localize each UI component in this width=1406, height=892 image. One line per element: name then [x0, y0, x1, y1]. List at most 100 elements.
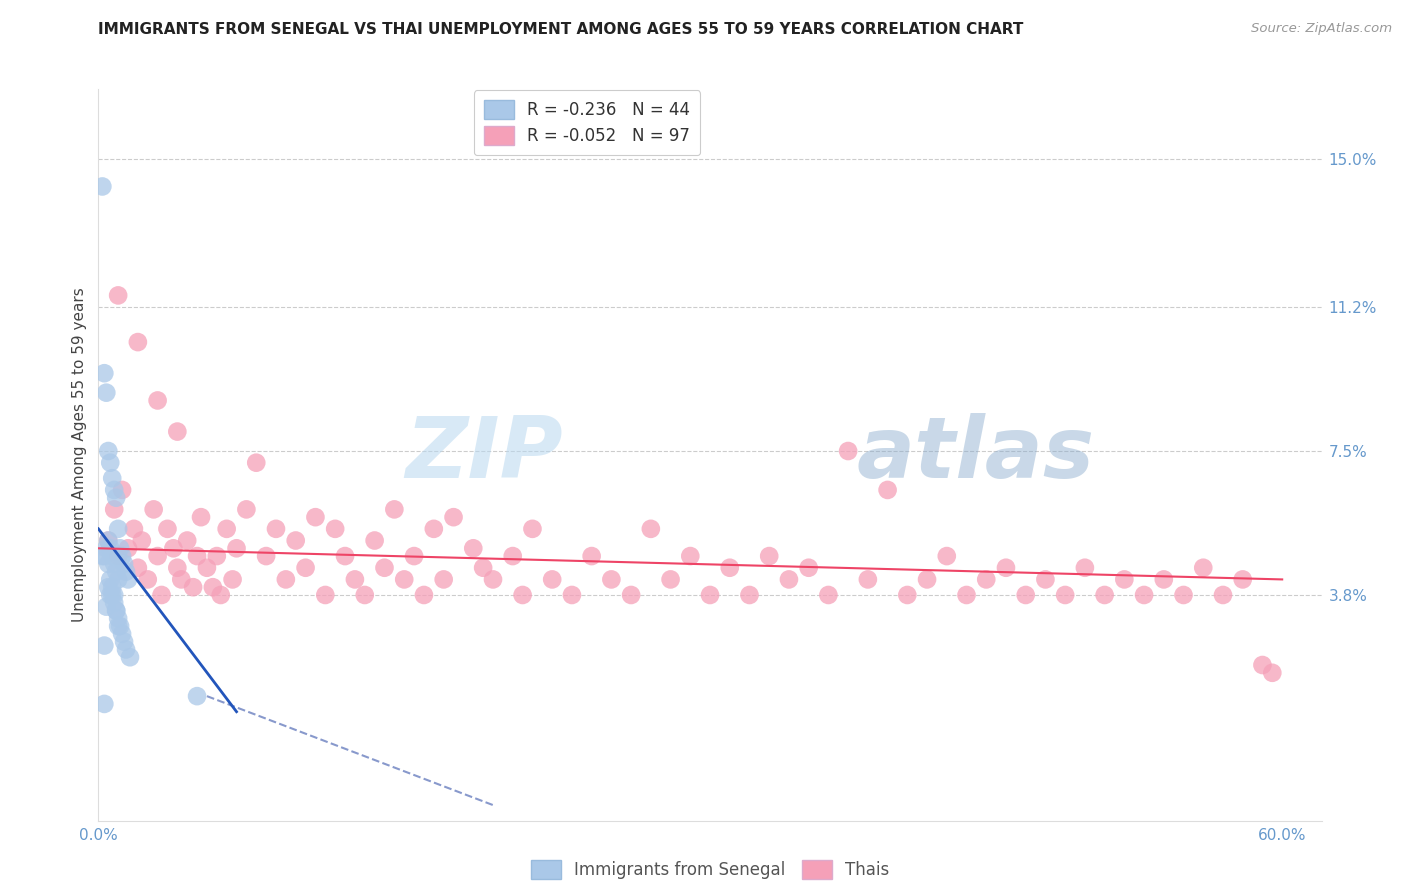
Point: [738, 588, 761, 602]
Point: [105, 565, 128, 579]
Point: [131, 533, 153, 548]
Point: [190, 510, 212, 524]
Point: [797, 560, 820, 574]
Text: ZIP: ZIP: [405, 413, 564, 497]
Point: [353, 588, 375, 602]
Point: [221, 573, 243, 587]
Point: [935, 549, 957, 563]
Point: [93, 639, 115, 653]
Point: [103, 557, 125, 571]
Point: [955, 588, 977, 602]
Point: [1015, 588, 1038, 602]
Point: [1153, 573, 1175, 587]
Point: [156, 522, 179, 536]
Point: [225, 541, 247, 556]
Point: [1261, 665, 1284, 680]
Point: [107, 522, 129, 536]
Point: [209, 588, 232, 602]
Point: [101, 549, 124, 563]
Point: [600, 573, 623, 587]
Point: [1232, 573, 1254, 587]
Point: [896, 588, 918, 602]
Point: [105, 491, 128, 505]
Point: [97, 533, 120, 548]
Point: [541, 573, 564, 587]
Point: [107, 619, 129, 633]
Point: [915, 573, 938, 587]
Point: [205, 549, 228, 563]
Point: [117, 541, 139, 556]
Point: [1173, 588, 1195, 602]
Point: [93, 697, 115, 711]
Point: [323, 522, 346, 536]
Point: [640, 522, 662, 536]
Legend: Immigrants from Senegal, Thais: Immigrants from Senegal, Thais: [524, 853, 896, 886]
Point: [363, 533, 385, 548]
Point: [111, 483, 134, 497]
Point: [96, 541, 118, 556]
Point: [107, 288, 129, 302]
Point: [105, 603, 128, 617]
Point: [423, 522, 446, 536]
Point: [176, 533, 198, 548]
Point: [876, 483, 898, 497]
Point: [522, 522, 544, 536]
Point: [201, 580, 224, 594]
Point: [195, 560, 218, 574]
Point: [235, 502, 257, 516]
Point: [146, 549, 169, 563]
Point: [186, 689, 208, 703]
Point: [93, 366, 115, 380]
Point: [561, 588, 583, 602]
Point: [101, 580, 124, 594]
Point: [105, 603, 128, 617]
Text: atlas: atlas: [856, 413, 1095, 497]
Point: [150, 588, 173, 602]
Point: [91, 549, 114, 563]
Point: [107, 573, 129, 587]
Point: [111, 549, 134, 563]
Point: [679, 549, 702, 563]
Point: [274, 573, 297, 587]
Point: [181, 580, 204, 594]
Point: [472, 560, 495, 574]
Point: [166, 560, 188, 574]
Point: [103, 502, 125, 516]
Point: [443, 510, 465, 524]
Point: [1054, 588, 1077, 602]
Point: [215, 522, 238, 536]
Point: [118, 650, 141, 665]
Point: [294, 560, 316, 574]
Point: [101, 471, 124, 485]
Point: [502, 549, 524, 563]
Point: [97, 580, 120, 594]
Point: [166, 425, 188, 439]
Point: [170, 573, 193, 587]
Point: [162, 541, 184, 556]
Point: [856, 573, 879, 587]
Point: [111, 627, 134, 641]
Point: [97, 533, 120, 548]
Point: [112, 634, 135, 648]
Point: [101, 588, 124, 602]
Point: [93, 549, 115, 563]
Point: [254, 549, 277, 563]
Point: [333, 549, 356, 563]
Point: [404, 549, 426, 563]
Point: [1251, 658, 1274, 673]
Point: [659, 573, 682, 587]
Point: [1074, 560, 1097, 574]
Point: [1035, 573, 1057, 587]
Point: [1192, 560, 1215, 574]
Point: [699, 588, 721, 602]
Point: [96, 599, 118, 614]
Point: [758, 549, 780, 563]
Point: [117, 573, 139, 587]
Point: [103, 483, 125, 497]
Point: [115, 565, 138, 579]
Text: Source: ZipAtlas.com: Source: ZipAtlas.com: [1251, 22, 1392, 36]
Point: [581, 549, 603, 563]
Point: [96, 385, 118, 400]
Point: [778, 573, 800, 587]
Point: [186, 549, 208, 563]
